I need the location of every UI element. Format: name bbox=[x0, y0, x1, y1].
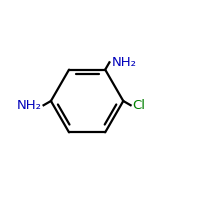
Text: Cl: Cl bbox=[132, 99, 145, 112]
Text: NH₂: NH₂ bbox=[17, 99, 42, 112]
Text: NH₂: NH₂ bbox=[111, 56, 136, 69]
